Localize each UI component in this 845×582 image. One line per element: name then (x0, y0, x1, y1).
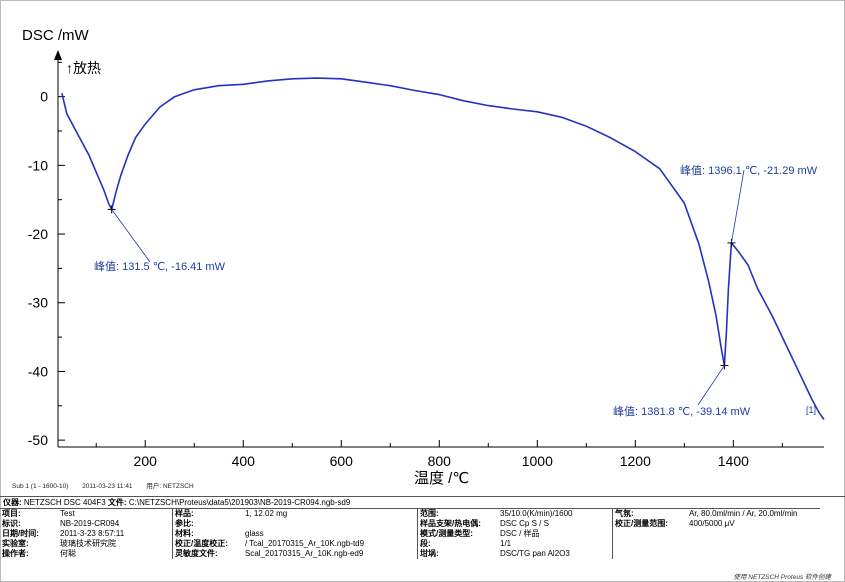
y-axis-label: DSC /mW (22, 27, 89, 44)
x-tick-label: 1200 (620, 453, 651, 469)
gas-value: Ar, 80.0ml/min / Ar, 20.0ml/min (689, 509, 798, 518)
sub-line: Sub 1 (1 - 1600-10) 2011-03-23 11:41 用户:… (12, 480, 206, 490)
sub-datetime: 2011-03-23 11:41 (82, 483, 133, 490)
file-value: C:\NETZSCH\Proteus\data5\201903\NB-2019-… (128, 498, 351, 507)
x-tick-label: 800 (428, 453, 452, 469)
x-tick-label: 1000 (522, 453, 553, 469)
instrument-line: 仪器: NETZSCH DSC 404F3 文件: C:\NETZSCH\Pro… (0, 496, 845, 508)
y-axis-arrow (54, 50, 62, 60)
y-tick-label: -50 (28, 432, 48, 448)
sub-range: Sub 1 (1 - 1600-10) (12, 483, 69, 490)
id-key: 标识: (2, 519, 21, 528)
x-tick-label: 400 (232, 453, 256, 469)
peak-leader-line (111, 209, 151, 263)
y-tick-label: -10 (28, 157, 48, 173)
range-value: 35/10.0(K/min)/1600 (500, 509, 573, 518)
peak-leader-line (731, 169, 745, 243)
y-tick-label: 0 (40, 89, 48, 105)
instrument-value: NETZSCH DSC 404F3 (23, 498, 106, 507)
peak-annotation-1: 峰值: 131.5 ℃, -16.41 mW (94, 261, 225, 273)
sample-key: 样品: (172, 508, 243, 519)
id-value: NB-2019-CR094 (60, 519, 120, 528)
y-tick-label: -40 (28, 363, 48, 379)
reference-value (243, 519, 418, 529)
segment-key: 段: (417, 539, 498, 549)
peak-annotation-2: 峰值: 1396.1 ℃, -21.29 mW (680, 165, 818, 177)
sensitivity-key: 灵敏度文件: (172, 549, 243, 559)
temp-calibration-key: 校正/温度校正: (172, 539, 243, 549)
lab-key: 实验室: (2, 539, 29, 548)
dsc-plot: 200 400 600 800 1000 1200 1400 0 -10 -20 -30 -40 -50 (28, 50, 825, 469)
exotherm-direction-label: ↑放热 (66, 60, 101, 76)
file-key: 文件: (107, 498, 127, 507)
gas-key: 气氛: (612, 508, 687, 519)
temp-calibration-value: / Tcal_20170315_Ar_10K.ngb-td9 (245, 539, 365, 548)
y-tick-label: -20 (28, 226, 48, 242)
x-tick-label: 1400 (718, 453, 749, 469)
software-footer: 使用 NETZSCH Proteus 软件创建 (733, 574, 831, 581)
carrier-value: DSC Cp S / S (500, 519, 549, 528)
sample-value: 1, 12.02 mg (245, 509, 288, 518)
project-value: Test (60, 509, 75, 518)
x-axis-label: 温度 /℃ (414, 470, 470, 487)
correction-key: 校正/测量范围: (612, 519, 687, 529)
carrier-key: 样品支架/热电偶: (417, 519, 498, 529)
crucible-key: 坩埚: (417, 549, 498, 559)
correction-value: 400/5000 μV (689, 519, 735, 528)
sensitivity-value: Scal_20170315_Ar_10K.ngb-ed9 (245, 549, 364, 558)
y-tick-label: -30 (28, 295, 48, 311)
operator-key: 操作者: (2, 549, 29, 558)
mode-value: DSC / 样品 (500, 529, 540, 538)
dsc-curve (61, 77, 825, 420)
material-key: 材料: (172, 529, 243, 539)
range-key: 范围: (417, 508, 498, 519)
x-tick-label: 200 (134, 453, 158, 469)
operator-value: 何聪 (60, 549, 76, 558)
peak-annotation-3: 峰值: 1381.8 ℃, -39.14 mW (613, 406, 751, 418)
x-tick-label: 600 (330, 453, 354, 469)
lab-value: 玻璃技术研究院 (60, 539, 116, 548)
measurement-info-table: 项目: Test 样品: 1, 12.02 mg 范围: 35/10.0(K/m… (0, 508, 820, 559)
crucible-value: DSC/TG pan Al2O3 (500, 549, 570, 558)
material-value: glass (245, 529, 264, 538)
project-key: 项目: (2, 509, 21, 518)
segment-value: 1/1 (500, 539, 512, 548)
peak-leader-line (697, 365, 725, 406)
instrument-key: 仪器: (3, 498, 22, 507)
mode-key: 模式/测量类型: (417, 529, 498, 539)
reference-key: 参比: (172, 519, 243, 529)
date-value: 2011-3-23 8:57:11 (60, 529, 125, 538)
date-key: 日期/时间: (2, 529, 39, 538)
series-marker: [1] (806, 405, 817, 415)
sub-user: 用户: NETZSCH (146, 483, 194, 490)
